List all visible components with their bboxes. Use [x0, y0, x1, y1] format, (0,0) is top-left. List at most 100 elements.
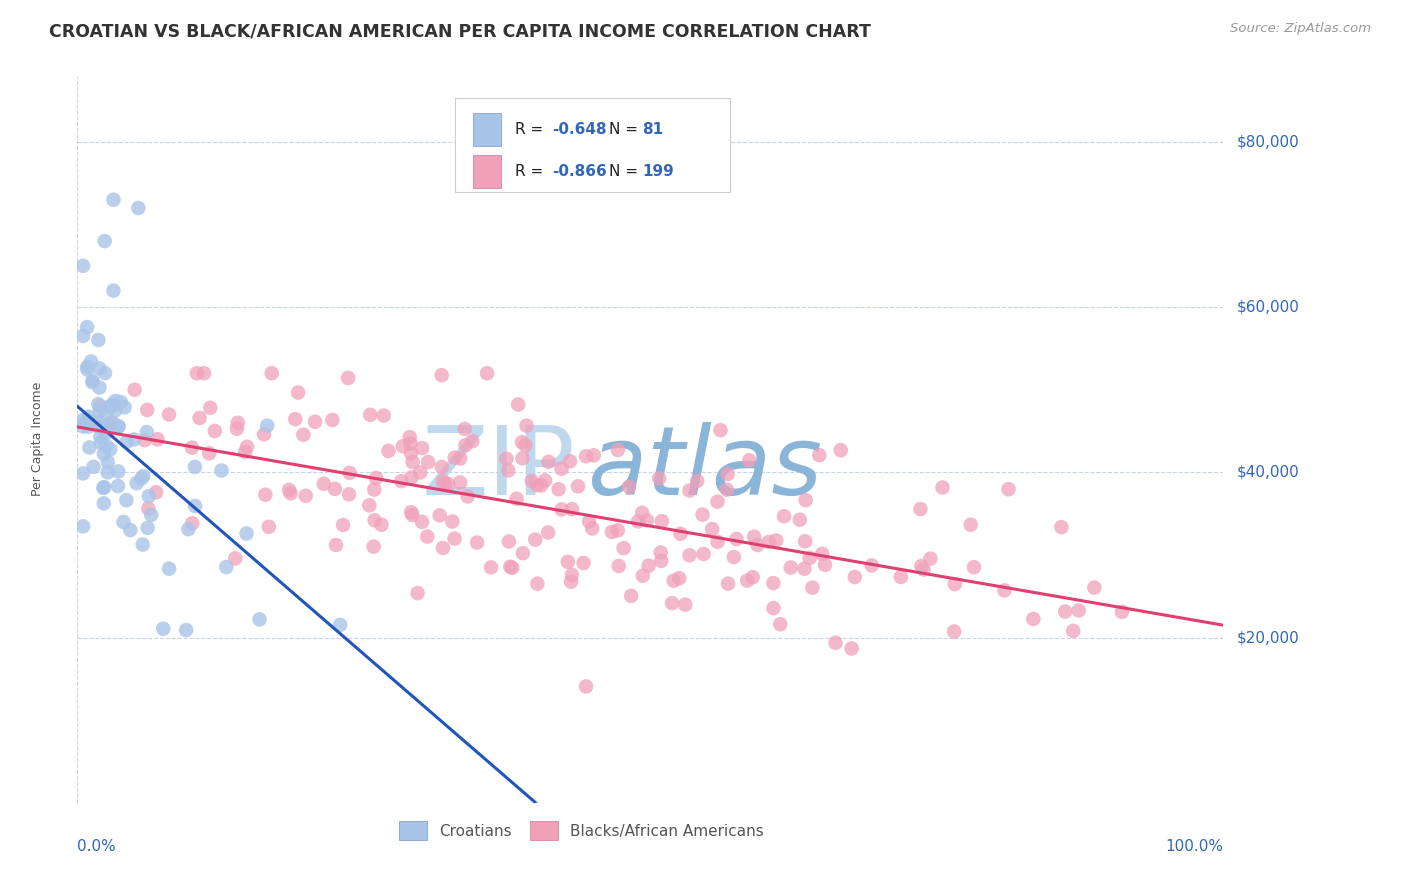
Point: [93, 496, 115, 510]
Point: [793, 561, 815, 575]
Point: [505, 491, 527, 506]
Point: [76, 415, 98, 429]
FancyBboxPatch shape: [472, 155, 502, 187]
Point: [716, 467, 738, 481]
Point: [107, 419, 129, 434]
Point: [814, 558, 837, 572]
Point: [321, 413, 343, 427]
Point: [997, 482, 1019, 496]
Point: [131, 472, 153, 486]
Point: [409, 466, 432, 480]
Point: [97, 455, 120, 469]
Point: [94, 426, 117, 441]
Point: [550, 461, 572, 475]
Point: [93, 447, 115, 461]
Point: [77, 409, 100, 424]
Point: [312, 476, 335, 491]
Point: [575, 450, 598, 464]
Point: [304, 415, 326, 429]
Point: [742, 530, 765, 544]
Point: [89, 419, 111, 434]
Point: [193, 366, 215, 380]
Point: [617, 480, 640, 494]
Point: [399, 436, 422, 450]
Text: ZIP: ZIP: [422, 422, 576, 515]
Point: [120, 523, 142, 537]
Point: [72, 329, 94, 343]
Point: [110, 395, 132, 409]
Point: [762, 576, 785, 591]
Point: [963, 560, 986, 574]
Text: R =: R =: [515, 122, 548, 137]
FancyBboxPatch shape: [472, 113, 502, 146]
Text: -0.866: -0.866: [551, 164, 606, 178]
Point: [97, 466, 120, 480]
Point: [620, 589, 643, 603]
Point: [257, 520, 280, 534]
Point: [668, 571, 690, 585]
Point: [363, 540, 385, 554]
Point: [107, 465, 129, 479]
Text: N =: N =: [609, 164, 643, 178]
Point: [100, 416, 122, 430]
Point: [449, 475, 471, 490]
Point: [716, 483, 738, 497]
Point: [575, 680, 598, 694]
Text: -0.648: -0.648: [551, 122, 606, 137]
Point: [648, 471, 671, 485]
Point: [441, 515, 464, 529]
Point: [93, 480, 115, 494]
Point: [443, 532, 465, 546]
Point: [537, 525, 560, 540]
Point: [765, 533, 787, 548]
Text: R =: R =: [515, 164, 548, 178]
Point: [547, 483, 569, 497]
Point: [661, 596, 683, 610]
Point: [337, 371, 360, 385]
Text: CROATIAN VS BLACK/AFRICAN AMERICAN PER CAPITA INCOME CORRELATION CHART: CROATIAN VS BLACK/AFRICAN AMERICAN PER C…: [49, 22, 872, 40]
Point: [512, 451, 534, 466]
Point: [115, 493, 138, 508]
Point: [107, 479, 129, 493]
Point: [399, 446, 422, 460]
Point: [773, 509, 796, 524]
Point: [799, 551, 821, 566]
Text: $20,000: $20,000: [1237, 630, 1301, 645]
Point: [135, 425, 157, 439]
Point: [401, 455, 423, 469]
Text: $40,000: $40,000: [1237, 465, 1301, 480]
Point: [578, 515, 600, 529]
Point: [204, 424, 226, 438]
Point: [363, 483, 385, 497]
Point: [662, 574, 685, 588]
Point: [650, 554, 672, 568]
Point: [709, 423, 731, 437]
Point: [249, 612, 271, 626]
Legend: Croatians, Blacks/African Americans: Croatians, Blacks/African Americans: [394, 815, 769, 846]
Point: [437, 477, 460, 491]
Point: [94, 409, 117, 423]
Point: [377, 444, 399, 458]
Point: [1062, 624, 1084, 638]
Point: [136, 521, 159, 535]
Point: [260, 366, 283, 380]
Point: [84, 418, 107, 433]
Point: [794, 493, 817, 508]
Point: [87, 397, 110, 411]
Point: [184, 499, 207, 513]
Point: [411, 441, 433, 455]
Point: [841, 641, 863, 656]
Point: [399, 505, 422, 519]
Point: [406, 586, 429, 600]
Point: [76, 320, 98, 334]
Point: [373, 409, 395, 423]
Point: [912, 562, 935, 576]
Point: [90, 435, 112, 450]
Text: $60,000: $60,000: [1237, 300, 1301, 315]
Point: [122, 433, 145, 447]
Point: [72, 259, 94, 273]
Point: [89, 399, 111, 413]
Point: [72, 467, 94, 481]
Point: [1022, 612, 1045, 626]
Point: [824, 636, 846, 650]
